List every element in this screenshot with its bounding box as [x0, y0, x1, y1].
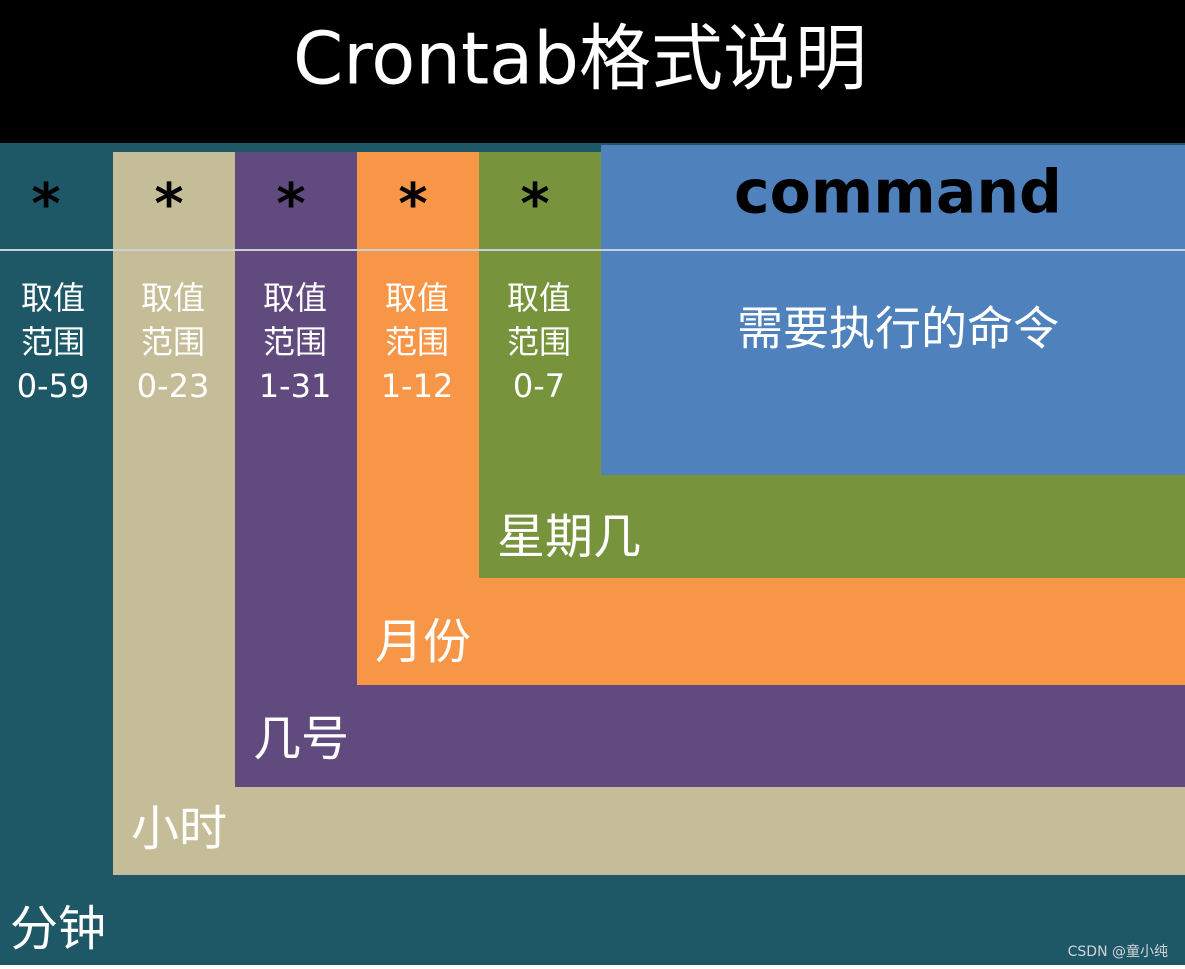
field-name: 分钟 — [10, 901, 106, 957]
title: Crontab格式说明 — [293, 17, 867, 101]
field-range: 范围 — [21, 323, 85, 361]
field-name: 小时 — [131, 801, 227, 857]
field-name: 月份 — [375, 614, 471, 670]
field-range: 取值 — [385, 279, 449, 317]
field-range: 0-23 — [137, 367, 210, 405]
field-symbol: * — [31, 172, 60, 237]
field-range: 取值 — [141, 279, 205, 317]
field-range: 取值 — [507, 279, 571, 317]
field-range: 0-59 — [17, 367, 90, 405]
header — [0, 0, 1185, 143]
field-range: 范围 — [385, 323, 449, 361]
field-name: 几号 — [253, 711, 349, 767]
field-range: 取值 — [263, 279, 327, 317]
command-name: command — [734, 158, 1062, 228]
command-description: 需要执行的命令 — [737, 302, 1059, 356]
field-range: 范围 — [507, 323, 571, 361]
field-range: 范围 — [263, 323, 327, 361]
field-range: 1-31 — [259, 367, 332, 405]
field-range: 1-12 — [381, 367, 454, 405]
field-range: 取值 — [21, 279, 85, 317]
field-symbol: * — [520, 172, 549, 237]
field-range: 0-7 — [513, 367, 565, 405]
field-name: 星期几 — [497, 509, 641, 565]
field-range: 范围 — [141, 323, 205, 361]
field-symbol: * — [276, 172, 305, 237]
field-symbol: * — [154, 172, 183, 237]
field-symbol: * — [398, 172, 427, 237]
watermark: CSDN @童小纯 — [1068, 943, 1168, 960]
command-block — [601, 145, 1185, 475]
